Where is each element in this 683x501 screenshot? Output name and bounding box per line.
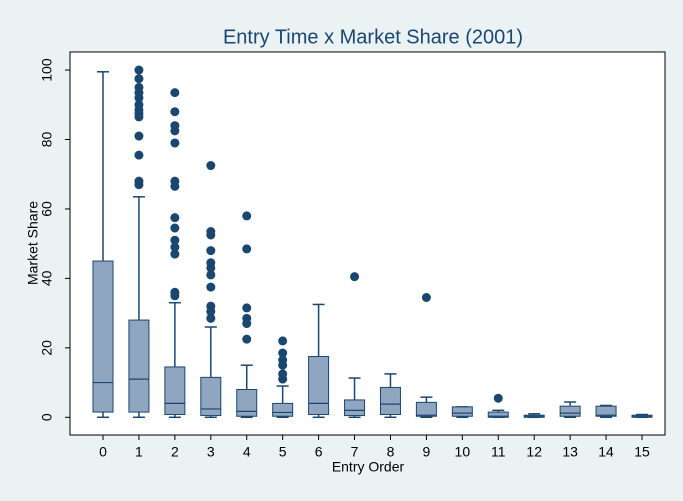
box xyxy=(415,401,437,417)
x-tick-label: 1 xyxy=(135,444,143,460)
x-tick-label: 13 xyxy=(562,444,578,460)
box xyxy=(236,389,258,417)
y-tick-label: 20 xyxy=(39,340,55,356)
outlier xyxy=(170,235,180,245)
x-tick-label: 6 xyxy=(315,444,323,460)
chart-title: Entry Time x Market Share (2001) xyxy=(223,26,523,48)
x-tick-label: 8 xyxy=(387,444,395,460)
outlier xyxy=(206,313,216,323)
outlier xyxy=(170,88,180,98)
y-axis-label: Market Share xyxy=(25,201,41,285)
x-tick-label: 3 xyxy=(207,444,215,460)
outlier xyxy=(206,282,216,292)
outlier xyxy=(170,249,180,259)
outlier xyxy=(134,112,144,122)
x-tick-label: 4 xyxy=(243,444,251,460)
outlier xyxy=(278,374,288,384)
box xyxy=(92,260,114,413)
x-tick-label: 10 xyxy=(455,444,471,460)
box xyxy=(164,366,186,416)
outlier xyxy=(493,393,503,403)
outlier xyxy=(242,303,252,313)
outlier xyxy=(170,291,180,301)
outlier xyxy=(134,131,144,141)
outlier xyxy=(206,161,216,171)
x-axis-label: Entry Order xyxy=(332,459,405,475)
outlier xyxy=(170,213,180,223)
box xyxy=(128,319,150,413)
box xyxy=(308,356,330,416)
outlier xyxy=(134,93,144,103)
outlier xyxy=(134,180,144,190)
x-tick-label: 9 xyxy=(423,444,431,460)
outlier xyxy=(278,348,288,358)
outlier xyxy=(278,336,288,346)
x-tick-label: 5 xyxy=(279,444,287,460)
outlier xyxy=(170,242,180,252)
outlier xyxy=(350,272,360,282)
outlier xyxy=(206,306,216,316)
outlier xyxy=(170,126,180,136)
outlier xyxy=(242,334,252,344)
y-tick-label: 0 xyxy=(39,413,55,421)
outlier xyxy=(278,360,288,370)
outlier xyxy=(206,263,216,273)
outlier xyxy=(134,65,144,75)
x-tick-label: 15 xyxy=(634,444,650,460)
x-tick-label: 0 xyxy=(99,444,107,460)
y-tick-label: 60 xyxy=(39,201,55,217)
y-tick-label: 80 xyxy=(39,132,55,148)
box xyxy=(200,376,222,417)
outlier xyxy=(170,223,180,233)
outlier xyxy=(170,181,180,191)
plot-area xyxy=(69,51,666,436)
box xyxy=(487,411,509,418)
outlier xyxy=(206,246,216,256)
box xyxy=(559,405,581,417)
outlier xyxy=(206,230,216,240)
box xyxy=(379,386,401,416)
y-tick-label: 40 xyxy=(39,270,55,286)
box xyxy=(344,399,366,417)
box xyxy=(272,402,294,417)
outlier xyxy=(206,270,216,280)
outlier xyxy=(242,244,252,254)
x-tick-label: 11 xyxy=(491,444,506,460)
outlier xyxy=(242,319,252,329)
outlier xyxy=(242,211,252,221)
x-tick-label: 12 xyxy=(526,444,542,460)
outlier xyxy=(170,138,180,148)
outlier xyxy=(421,292,431,302)
outlier xyxy=(134,150,144,160)
box xyxy=(595,405,617,417)
outlier xyxy=(134,74,144,84)
outlier xyxy=(170,107,180,117)
x-tick-label: 14 xyxy=(598,444,614,460)
x-tick-label: 7 xyxy=(351,444,359,460)
box xyxy=(451,406,473,417)
y-tick-label: 100 xyxy=(39,58,55,82)
x-tick-label: 2 xyxy=(171,444,179,460)
